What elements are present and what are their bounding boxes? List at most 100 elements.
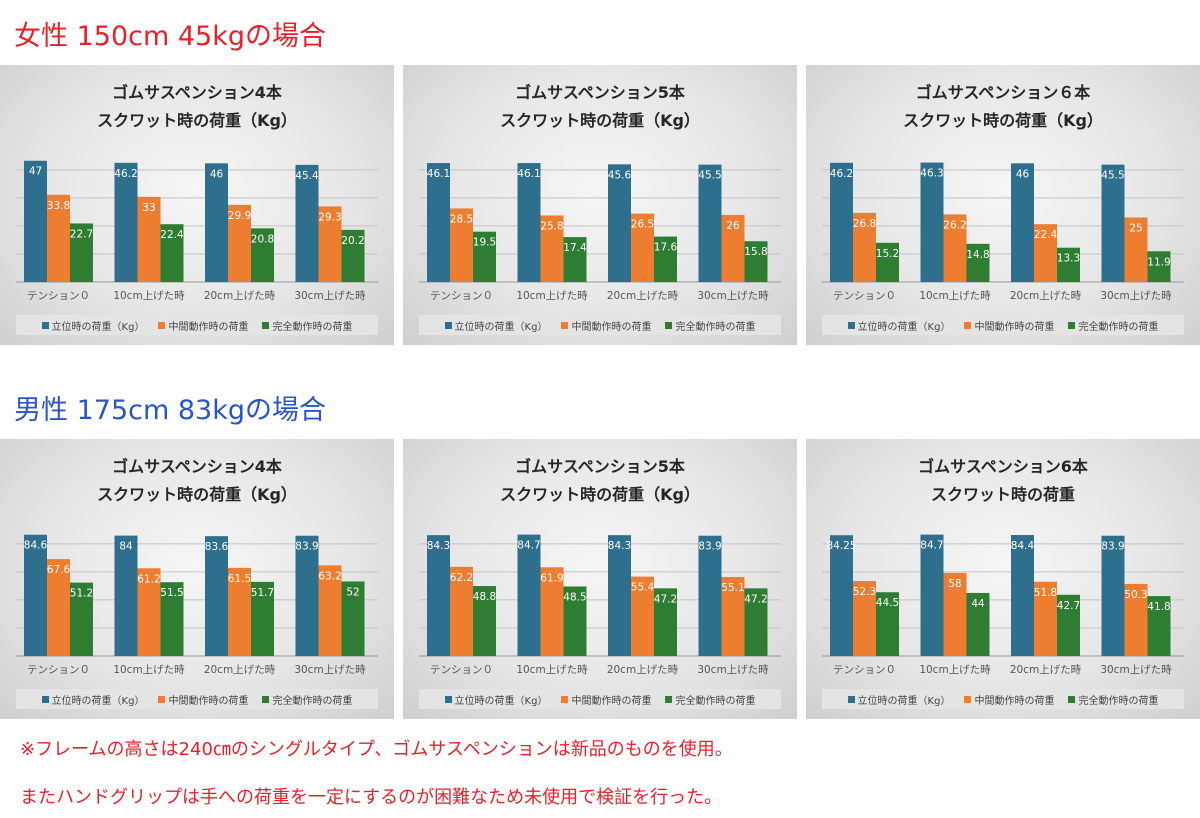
- bar-series1-cat3: [608, 164, 631, 282]
- data-label: 63.2: [318, 570, 341, 582]
- bar-series2-cat2: [943, 214, 967, 282]
- category-tick-label: 30cm上げた時: [697, 290, 769, 302]
- legend-label: 完全動作時の荷重: [1078, 695, 1159, 707]
- legend-label: 完全動作時の荷重: [675, 321, 756, 333]
- legend-label: 中間動作時の荷重: [168, 321, 249, 333]
- category-tick-label: 10cm上げた時: [919, 290, 991, 302]
- bar-chart-svg: 84.25 52.344.5 テンション０ 84.7 58 44 10cm上げた時 84.4 5…: [822, 534, 1184, 676]
- bar-series2-cat3: [631, 213, 654, 282]
- chart-panel-1: ゴムサスペンション4本 スクワット時の荷重（Kg） 47 33.8 22.7 テンション０…: [0, 65, 394, 345]
- bar-series2-cat1: [47, 194, 70, 282]
- bar-series2-cat3: [631, 576, 654, 656]
- bar-series2-cat4: [318, 206, 342, 282]
- chart-subtitle: スクワット時の荷重: [930, 485, 1075, 504]
- data-label: 19.5: [473, 237, 496, 249]
- bar-series3-cat3: [251, 228, 274, 282]
- male-section-heading: 男性 175cm 83kgの場合: [14, 395, 326, 426]
- chart-title: ゴムサスペンション6本: [918, 457, 1088, 476]
- data-label: 42.7: [1057, 600, 1080, 612]
- legend-label: 立位時の荷重（Kg）: [857, 695, 951, 707]
- legend-item: 中間動作時の荷重: [964, 692, 1054, 707]
- legend-item: 中間動作時の荷重: [561, 692, 651, 707]
- bar-series2-cat4: [721, 214, 745, 282]
- data-label: 47.2: [744, 593, 767, 605]
- legend-item: 中間動作時の荷重: [158, 692, 248, 707]
- data-label: 14.8: [966, 249, 989, 261]
- bar-series1-cat3: [1011, 535, 1034, 656]
- legend-swatch: [158, 695, 166, 703]
- bar-series1-cat1: [24, 534, 47, 656]
- data-label: 83.6: [205, 541, 229, 553]
- bar-series2-cat3: [228, 567, 251, 656]
- data-label: 44.5: [876, 597, 899, 609]
- legend-swatch: [561, 695, 569, 703]
- data-label: 29.9: [228, 210, 251, 222]
- legend-label: 中間動作時の荷重: [974, 695, 1055, 707]
- legend-item: 立位時の荷重（Kg）: [847, 318, 951, 333]
- data-label: 62.2: [450, 572, 473, 584]
- legend-item: 完全動作時の荷重: [665, 692, 755, 707]
- bar-series1-cat1: [427, 163, 450, 282]
- data-label: 45.5: [1101, 170, 1124, 182]
- bar-series3-cat1: [473, 231, 496, 282]
- data-label: 44: [971, 598, 985, 610]
- legend-swatch: [561, 321, 569, 329]
- data-label: 22.4: [160, 229, 184, 241]
- chart-subtitle: スクワット時の荷重（Kg）: [903, 111, 1103, 130]
- legend-label: 中間動作時の荷重: [974, 321, 1055, 333]
- data-label: 84.7: [517, 540, 540, 552]
- legend-item: 完全動作時の荷重: [1068, 692, 1158, 707]
- bar-series1-cat1: [830, 162, 853, 282]
- bar-series1-cat2: [517, 163, 541, 282]
- legend-item: 中間動作時の荷重: [561, 318, 651, 333]
- bar-series2-cat2: [137, 568, 161, 656]
- bar-series2-cat1: [450, 208, 473, 282]
- bar-series3-cat1: [473, 586, 496, 656]
- category-tick-label: 10cm上げた時: [516, 290, 588, 302]
- data-label: 83.9: [1101, 541, 1124, 553]
- data-label: 52.3: [853, 586, 876, 598]
- data-label: 41.8: [1147, 601, 1170, 613]
- chart-legend: 立位時の荷重（Kg） 中間動作時の荷重 完全動作時の荷重: [822, 315, 1184, 335]
- data-label: 48.8: [473, 591, 496, 603]
- bar-series3-cat1: [876, 592, 899, 656]
- bar-series1-cat4: [1101, 535, 1125, 656]
- data-label: 46.2: [830, 168, 853, 180]
- category-tick-label: 30cm上げた時: [697, 664, 769, 676]
- legend-swatch: [41, 695, 49, 703]
- data-label: 45.6: [608, 169, 632, 181]
- bar-chart-svg: 47 33.8 22.7 テンション０ 46.2 33 22.4 10cm上げた時 46 29.9…: [16, 160, 378, 302]
- bar-series2-cat4: [1124, 583, 1148, 656]
- bar-series2-cat1: [47, 559, 70, 656]
- data-label: 52: [346, 586, 359, 598]
- data-label: 25: [1129, 223, 1142, 235]
- data-label: 46.3: [920, 168, 943, 180]
- data-label: 45.4: [295, 170, 319, 182]
- bar-series1-cat3: [1011, 163, 1034, 282]
- chart-subtitle: スクワット時の荷重（Kg）: [97, 485, 297, 504]
- data-label: 15.2: [876, 248, 899, 260]
- female-section-heading: 女性 150cm 45kgの場合: [14, 21, 326, 52]
- chart-legend: 立位時の荷重（Kg） 中間動作時の荷重 完全動作時の荷重: [419, 689, 781, 709]
- data-label: 84.25: [826, 540, 856, 552]
- category-tick-label: 30cm上げた時: [294, 290, 366, 302]
- bar-series2-cat4: [721, 577, 745, 656]
- legend-item: 完全動作時の荷重: [1068, 318, 1158, 333]
- chart-legend: 立位時の荷重（Kg） 中間動作時の荷重 完全動作時の荷重: [419, 315, 781, 335]
- legend-swatch: [847, 695, 855, 703]
- data-label: 67.6: [47, 564, 71, 576]
- data-label: 45.5: [698, 170, 721, 182]
- data-label: 83.9: [295, 541, 318, 553]
- data-label: 20.8: [251, 233, 274, 245]
- category-tick-label: 10cm上げた時: [113, 290, 185, 302]
- data-label: 55.1: [721, 582, 744, 594]
- category-tick-label: 30cm上げた時: [1100, 664, 1172, 676]
- legend-item: 完全動作時の荷重: [262, 318, 352, 333]
- legend-item: 立位時の荷重（Kg）: [41, 692, 144, 707]
- data-label: 46: [210, 168, 224, 180]
- bar-series2-cat1: [450, 566, 473, 656]
- bar-series1-cat3: [608, 535, 631, 656]
- category-tick-label: テンション０: [430, 290, 493, 302]
- bar-series3-cat2: [966, 243, 990, 282]
- legend-label: 立位時の荷重（Kg）: [857, 321, 951, 333]
